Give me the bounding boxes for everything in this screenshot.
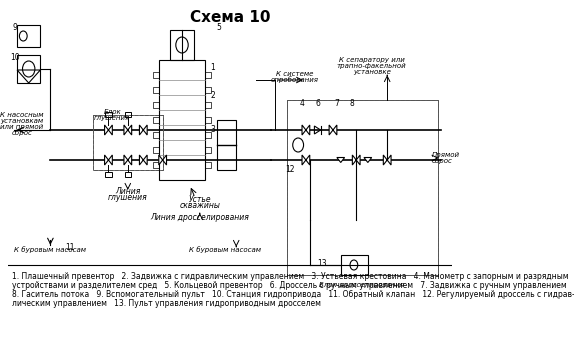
- Text: 3: 3: [211, 126, 215, 134]
- Text: К системе: К системе: [276, 71, 313, 77]
- Text: Устье: Устье: [188, 196, 211, 205]
- Polygon shape: [104, 125, 113, 135]
- Bar: [17, 25, 40, 47]
- Polygon shape: [302, 155, 310, 165]
- Text: Линия дросселирования: Линия дросселирования: [150, 213, 249, 223]
- Polygon shape: [364, 158, 372, 162]
- Bar: [153, 117, 159, 123]
- Bar: [153, 132, 159, 138]
- Bar: [205, 147, 211, 153]
- Bar: [170, 30, 193, 60]
- Text: 12: 12: [286, 166, 295, 174]
- Text: К сепаратору или: К сепаратору или: [339, 57, 405, 63]
- Bar: [217, 120, 236, 170]
- Bar: [205, 132, 211, 138]
- Text: установкам: установкам: [0, 118, 43, 124]
- Bar: [153, 87, 159, 93]
- Text: 8: 8: [350, 98, 355, 107]
- Text: 1. Плашечный превентор   2. Задвижка с гидравлическим управлением   3. Устьевая : 1. Плашечный превентор 2. Задвижка с гид…: [11, 272, 568, 281]
- Text: 8. Гаситель потока   9. Вспомогательный пульт   10. Станция гидропривода   11. О: 8. Гаситель потока 9. Вспомогательный пу…: [11, 290, 574, 299]
- Polygon shape: [302, 125, 310, 135]
- Text: лическим управлением   13. Пульт управления гидроприводным дросселем: лическим управлением 13. Пульт управлени…: [11, 299, 321, 308]
- Text: глушения: глушения: [94, 115, 130, 121]
- Polygon shape: [159, 155, 166, 165]
- Text: установке: установке: [353, 69, 391, 75]
- Bar: [286, 100, 437, 275]
- Text: глушения: глушения: [108, 194, 148, 202]
- Text: 1: 1: [211, 64, 215, 73]
- Text: 5: 5: [217, 24, 222, 32]
- Bar: [106, 112, 111, 117]
- Text: Блок: Блок: [103, 109, 121, 115]
- Text: Схема 10: Схема 10: [190, 10, 270, 25]
- Text: скважины: скважины: [180, 201, 220, 210]
- Bar: [205, 162, 211, 168]
- Text: 13: 13: [317, 259, 327, 267]
- Polygon shape: [104, 155, 113, 165]
- Text: Линия: Линия: [115, 187, 141, 197]
- Bar: [125, 112, 131, 117]
- Text: Блок дросселирования: Блок дросселирования: [319, 282, 404, 288]
- Text: К буровым насосам: К буровым насосам: [14, 247, 86, 253]
- Text: сброс: сброс: [11, 130, 32, 136]
- Bar: [205, 102, 211, 108]
- Text: 2: 2: [211, 91, 215, 100]
- Polygon shape: [352, 155, 360, 165]
- Bar: [153, 147, 159, 153]
- Bar: [153, 102, 159, 108]
- Polygon shape: [124, 155, 131, 165]
- Text: 7: 7: [335, 98, 339, 107]
- Bar: [106, 172, 111, 177]
- Text: Прямой: Прямой: [431, 152, 459, 158]
- Bar: [205, 117, 211, 123]
- Bar: [93, 115, 162, 170]
- Polygon shape: [383, 155, 391, 165]
- Text: устройствами и разделителем сред   5. Кольцевой превентор   6. Дроссель с ручным: устройствами и разделителем сред 5. Коль…: [11, 281, 567, 290]
- Text: К буровым насосам: К буровым насосам: [189, 247, 261, 253]
- Polygon shape: [139, 155, 147, 165]
- Text: сброс: сброс: [431, 158, 452, 165]
- Polygon shape: [337, 158, 344, 162]
- Bar: [286, 100, 437, 275]
- Text: 9: 9: [12, 24, 17, 32]
- Text: 10: 10: [10, 53, 20, 63]
- Text: 11: 11: [65, 242, 75, 251]
- Bar: [93, 115, 162, 170]
- Text: или прямой: или прямой: [0, 124, 43, 130]
- Polygon shape: [124, 125, 131, 135]
- Bar: [153, 72, 159, 78]
- Polygon shape: [139, 125, 147, 135]
- Bar: [159, 60, 205, 180]
- Bar: [17, 55, 40, 83]
- Text: 6: 6: [315, 98, 320, 107]
- Bar: [205, 87, 211, 93]
- Text: трапно-факельной: трапно-факельной: [337, 63, 406, 69]
- Bar: [205, 72, 211, 78]
- Text: опробования: опробования: [270, 77, 318, 83]
- Text: 4: 4: [300, 98, 304, 107]
- Text: К насосным: К насосным: [0, 112, 44, 118]
- Bar: [341, 255, 368, 275]
- Polygon shape: [329, 125, 337, 135]
- Bar: [125, 172, 131, 177]
- Bar: [153, 162, 159, 168]
